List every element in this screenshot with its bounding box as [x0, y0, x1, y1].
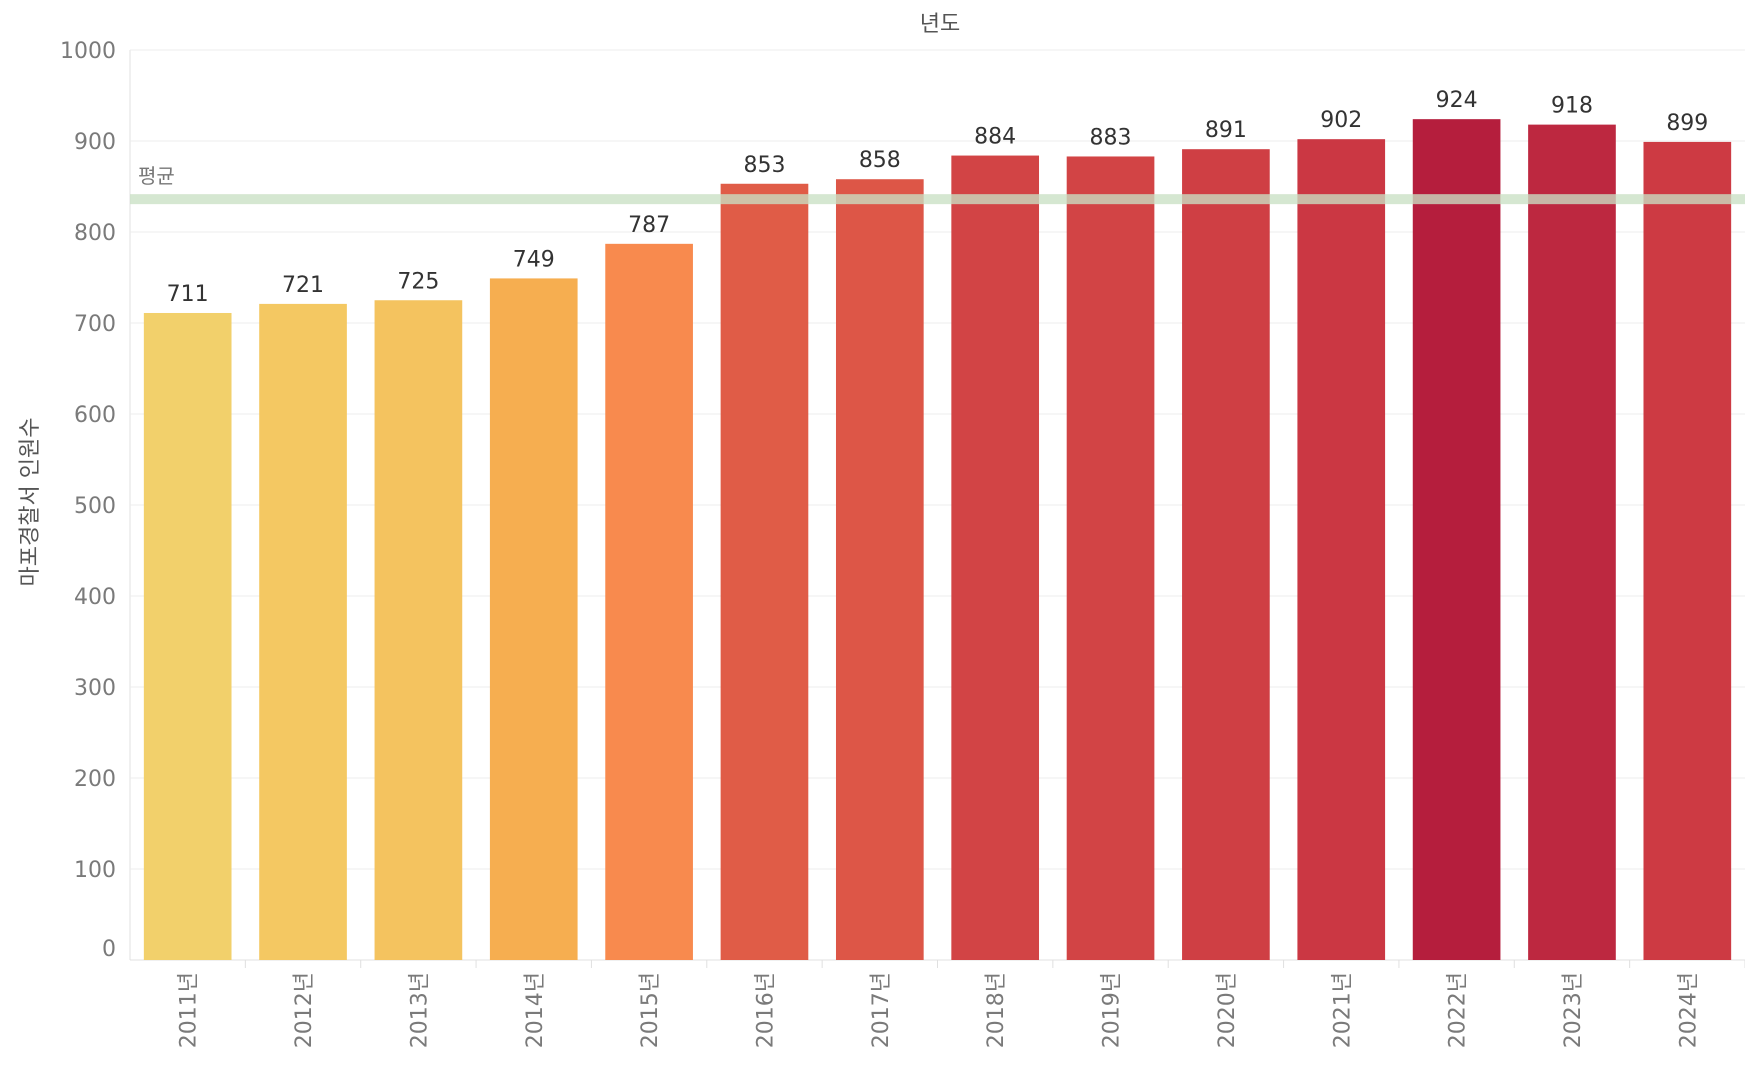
value-label: 858 — [859, 148, 901, 173]
bar — [951, 155, 1040, 960]
reference-line-label: 평균 — [138, 164, 175, 188]
value-label: 899 — [1666, 111, 1708, 136]
y-axis-title: 마포경찰서 인원수 — [18, 418, 43, 587]
y-tick-label: 800 — [74, 221, 116, 246]
bar — [1528, 124, 1616, 961]
bar — [1182, 149, 1270, 960]
value-label: 883 — [1090, 125, 1132, 150]
y-tick-label: 500 — [74, 494, 116, 519]
value-label: 924 — [1436, 88, 1478, 113]
bar — [374, 300, 463, 960]
value-label: 891 — [1205, 118, 1247, 143]
y-tick-label: 300 — [74, 676, 116, 701]
x-tick-label: 2015년 — [638, 972, 663, 1048]
value-label: 902 — [1320, 108, 1362, 133]
x-tick-label: 2021년 — [1330, 972, 1355, 1048]
x-tick-label: 2019년 — [1100, 972, 1125, 1048]
bar — [489, 278, 578, 960]
x-tick-label: 2016년 — [753, 972, 778, 1048]
value-label: 853 — [743, 153, 785, 178]
x-tick-label: 2011년 — [177, 972, 202, 1048]
value-label: 749 — [513, 247, 555, 272]
x-tick-label: 2013년 — [407, 972, 432, 1048]
x-tick-label: 2017년 — [869, 972, 894, 1048]
y-tick-label: 1000 — [60, 39, 116, 64]
bar — [720, 183, 809, 960]
x-axis-ticks: 2011년 2012년 2013년 2014년 2015년 2016년 2017년 2018년… — [177, 960, 1745, 1048]
bar — [1643, 141, 1732, 960]
value-label: 711 — [167, 282, 209, 307]
y-tick-label: 100 — [74, 858, 116, 883]
value-label: 787 — [628, 213, 670, 238]
bar — [1412, 119, 1501, 960]
y-axis-ticks: 0 100 200 300 400 500 600 700 800 900 1000 — [60, 39, 116, 962]
bar — [1066, 156, 1155, 961]
value-label: 721 — [282, 273, 324, 298]
bar — [835, 179, 924, 961]
data-labels: 711 721 725 749 787 853 858 884 883 891 902 924 918 8… — [167, 88, 1709, 307]
x-tick-label: 2022년 — [1446, 972, 1471, 1048]
bar — [605, 243, 693, 960]
x-tick-label: 2024년 — [1676, 972, 1701, 1048]
x-tick-label: 2020년 — [1215, 972, 1240, 1048]
x-tick-label: 2012년 — [292, 972, 317, 1048]
y-tick-label: 900 — [74, 130, 116, 155]
bars — [143, 119, 1732, 961]
y-tick-label: 0 — [102, 937, 116, 962]
x-tick-label: 2023년 — [1561, 972, 1586, 1048]
x-tick-label: 2014년 — [523, 972, 548, 1048]
y-tick-label: 400 — [74, 585, 116, 610]
chart-title: 년도 — [920, 12, 960, 37]
y-tick-label: 200 — [74, 767, 116, 792]
y-tick-label: 600 — [74, 403, 116, 428]
value-label: 918 — [1551, 94, 1593, 119]
value-label: 884 — [974, 125, 1016, 150]
reference-line-group: 평균 — [130, 164, 1745, 205]
bar — [259, 303, 347, 960]
x-tick-label: 2018년 — [984, 972, 1009, 1048]
y-tick-label: 700 — [74, 312, 116, 337]
reference-line — [130, 194, 1745, 205]
grid-lines — [129, 49, 1745, 961]
bar — [143, 312, 232, 960]
value-label: 725 — [397, 269, 439, 294]
bar — [1297, 139, 1386, 960]
